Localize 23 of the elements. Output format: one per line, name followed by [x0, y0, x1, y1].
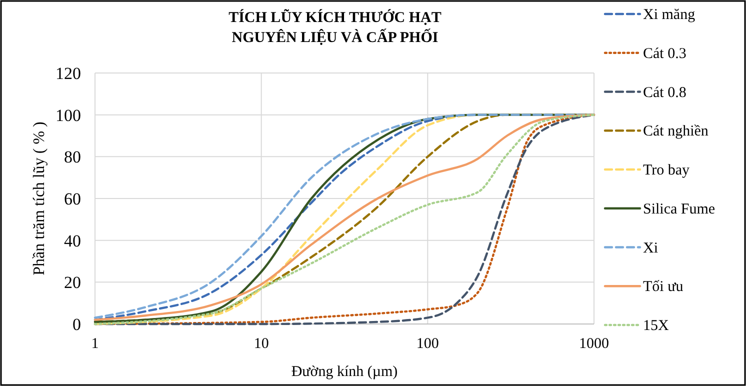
y-tick-label: 0 — [72, 315, 81, 334]
x-tick-label: 1 — [91, 336, 99, 352]
y-tick-label: 120 — [56, 64, 81, 83]
legend-label: Cát nghiền — [643, 124, 709, 140]
legend-label: Xi măng — [643, 7, 696, 23]
y-tick-label: 100 — [56, 106, 81, 125]
x-tick-label: 10 — [254, 336, 269, 352]
legend-label: Tro bay — [643, 162, 690, 178]
y-tick-label: 80 — [64, 148, 81, 167]
legend-label: Xi — [643, 240, 658, 256]
y-axis-title: Phần trăm tích lũy ( % ) — [31, 122, 48, 276]
x-tick-label: 100 — [416, 336, 439, 352]
legend-label: Cát 0.8 — [643, 84, 686, 101]
x-axis-title: Đường kính (µm) — [291, 364, 398, 380]
y-tick-label: 40 — [64, 231, 81, 250]
legend-label: Tối ưu — [643, 279, 684, 296]
chart-title: TÍCH LŨY KÍCH THƯỚC HẠT NGUYÊN LIỆU VÀ CẤP PHỐI — [228, 9, 442, 46]
y-tick-label: 20 — [64, 273, 81, 292]
legend-label: Silica Fume — [643, 201, 716, 218]
legend-label: Cát 0.3 — [643, 46, 686, 62]
legend-label: 15X — [643, 318, 669, 334]
y-tick-label: 60 — [64, 190, 81, 208]
x-tick-label: 1000 — [579, 336, 609, 352]
